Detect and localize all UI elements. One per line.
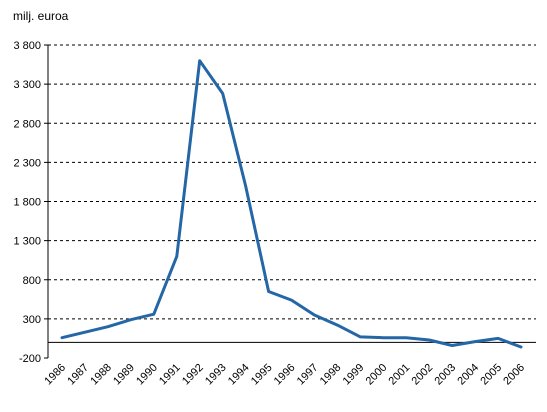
x-tick-label: 2005 xyxy=(478,362,504,388)
gridlines xyxy=(48,44,536,320)
x-tick-label: 2006 xyxy=(501,362,527,388)
x-tick-label: 1993 xyxy=(203,362,229,388)
y-tick-label: 2 800 xyxy=(13,118,41,130)
x-tick-labels: 1986198719881989199019911992199319941995… xyxy=(42,362,527,388)
x-tick-label: 1991 xyxy=(157,362,183,388)
x-tick-label: 1997 xyxy=(295,362,321,388)
x-tick-label: 2004 xyxy=(455,362,481,388)
x-tick-label: 2003 xyxy=(432,362,458,388)
x-tick-label: 1989 xyxy=(111,362,137,388)
x-tick-label: 1998 xyxy=(318,362,344,388)
x-tick-label: 1992 xyxy=(180,362,206,388)
x-tick-label: 1994 xyxy=(226,362,252,388)
x-tick-label: 1996 xyxy=(272,362,298,388)
series-line xyxy=(60,59,523,349)
y-tick-label: 1 300 xyxy=(13,236,41,248)
axes xyxy=(44,44,536,359)
x-tick-label: 1999 xyxy=(341,362,367,388)
y-tick-labels: -200 300 800 1 300 1 800 2 300 2 800 3 300 3 800 xyxy=(13,40,41,365)
y-tick-label: 2 300 xyxy=(13,157,41,169)
series-group xyxy=(60,59,523,349)
x-tick-label: 1986 xyxy=(42,362,68,388)
y-axis-title: milj. euroa xyxy=(13,9,69,23)
y-tick-label: 800 xyxy=(23,275,41,287)
x-tick-label: 2000 xyxy=(364,362,390,388)
x-tick-label: 1987 xyxy=(65,362,91,388)
x-tick-label: 1990 xyxy=(134,362,160,388)
x-tick-label: 1995 xyxy=(249,362,275,388)
y-tick-label: 1 800 xyxy=(13,197,41,209)
y-tick-label: -200 xyxy=(19,353,41,365)
y-tick-label: 3 300 xyxy=(13,79,41,91)
x-tick-label: 2001 xyxy=(387,362,413,388)
y-tick-label: 3 800 xyxy=(13,40,41,52)
y-tick-label: 300 xyxy=(23,314,41,326)
x-tick-label: 2002 xyxy=(410,362,436,388)
x-tick-label: 1988 xyxy=(88,362,114,388)
